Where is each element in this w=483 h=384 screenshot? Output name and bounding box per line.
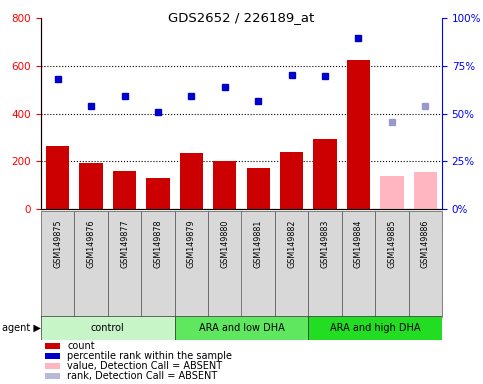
Bar [308, 211, 342, 317]
Text: rank, Detection Call = ABSENT: rank, Detection Call = ABSENT [67, 371, 217, 381]
Bar [413, 172, 437, 209]
Bar [41, 316, 175, 340]
Bar [375, 211, 409, 317]
Bar [108, 211, 142, 317]
Text: GSM149876: GSM149876 [86, 220, 96, 268]
Text: GSM149877: GSM149877 [120, 220, 129, 268]
Bar [175, 211, 208, 317]
Bar [180, 153, 203, 209]
Bar [213, 162, 237, 209]
Bar [280, 152, 303, 209]
Bar [275, 211, 308, 317]
Bar [45, 353, 60, 359]
Text: GSM149885: GSM149885 [387, 220, 397, 268]
Text: count: count [67, 341, 95, 351]
Bar [246, 168, 270, 209]
Bar [142, 211, 175, 317]
Bar [308, 316, 442, 340]
Text: GSM149882: GSM149882 [287, 220, 296, 268]
Bar [80, 163, 103, 209]
Text: ARA and high DHA: ARA and high DHA [330, 323, 420, 333]
Text: control: control [91, 323, 125, 333]
Bar [45, 363, 60, 369]
Text: percentile rank within the sample: percentile rank within the sample [67, 351, 232, 361]
Text: agent ▶: agent ▶ [2, 323, 41, 333]
Text: GDS2652 / 226189_at: GDS2652 / 226189_at [169, 11, 314, 24]
Text: GSM149879: GSM149879 [187, 220, 196, 268]
Text: GSM149884: GSM149884 [354, 220, 363, 268]
Bar [45, 343, 60, 349]
Bar [46, 146, 70, 209]
Bar [208, 211, 242, 317]
Bar [146, 178, 170, 209]
Text: GSM149881: GSM149881 [254, 220, 263, 268]
Bar [342, 211, 375, 317]
Text: ARA and low DHA: ARA and low DHA [199, 323, 284, 333]
Bar [409, 211, 442, 317]
Text: value, Detection Call = ABSENT: value, Detection Call = ABSENT [67, 361, 222, 371]
Bar [74, 211, 108, 317]
Text: GSM149878: GSM149878 [154, 220, 162, 268]
Text: GSM149875: GSM149875 [53, 220, 62, 268]
Bar [41, 211, 74, 317]
Text: GSM149880: GSM149880 [220, 220, 229, 268]
Bar [45, 373, 60, 379]
Bar [313, 139, 337, 209]
Bar [380, 176, 403, 209]
Bar [113, 171, 136, 209]
Text: GSM149886: GSM149886 [421, 220, 430, 268]
Bar [175, 316, 308, 340]
Bar [242, 211, 275, 317]
Bar [347, 60, 370, 209]
Text: GSM149883: GSM149883 [321, 220, 329, 268]
